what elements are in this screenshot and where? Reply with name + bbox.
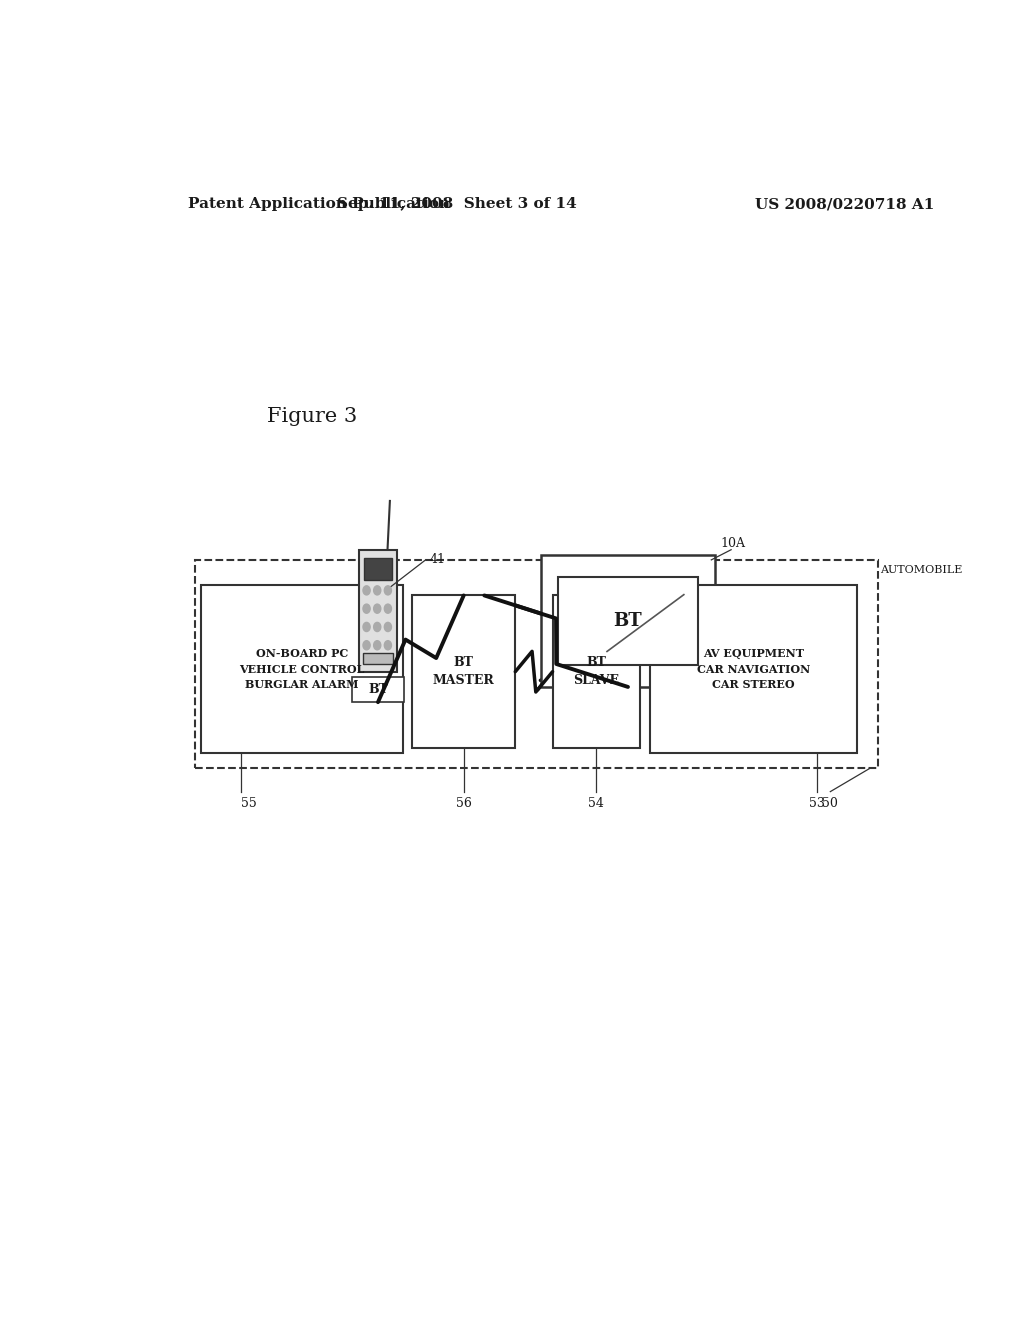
Text: 41: 41	[430, 553, 445, 566]
Bar	[558, 577, 697, 664]
Circle shape	[384, 605, 391, 614]
Text: BT: BT	[613, 612, 642, 630]
Bar	[412, 595, 515, 748]
Text: 56: 56	[456, 797, 472, 809]
Bar	[196, 560, 878, 768]
Circle shape	[384, 586, 391, 595]
Text: AV EQUIPMENT
CAR NAVIGATION
CAR STEREO: AV EQUIPMENT CAR NAVIGATION CAR STEREO	[696, 648, 810, 690]
Text: BT: BT	[368, 682, 388, 696]
Text: 53: 53	[809, 797, 824, 809]
Text: 55: 55	[241, 797, 256, 809]
Bar	[359, 549, 397, 672]
Text: Sep. 11, 2008  Sheet 3 of 14: Sep. 11, 2008 Sheet 3 of 14	[338, 197, 578, 211]
Text: BT
MASTER: BT MASTER	[433, 656, 495, 688]
Bar	[541, 554, 715, 686]
Text: BT
SLAVE: BT SLAVE	[573, 656, 620, 688]
Bar	[365, 558, 392, 581]
Bar	[650, 585, 856, 752]
Circle shape	[384, 640, 391, 649]
Text: Figure 3: Figure 3	[267, 408, 357, 426]
Bar	[201, 585, 403, 752]
Circle shape	[362, 586, 370, 595]
Circle shape	[362, 623, 370, 631]
Text: US 2008/0220718 A1: US 2008/0220718 A1	[755, 197, 934, 211]
Circle shape	[384, 623, 391, 631]
Text: 10A: 10A	[721, 537, 745, 549]
Text: 50: 50	[822, 797, 839, 809]
Text: 54: 54	[588, 797, 604, 809]
Bar	[352, 677, 403, 702]
Circle shape	[374, 640, 381, 649]
Circle shape	[374, 623, 381, 631]
Circle shape	[362, 605, 370, 614]
Bar	[362, 653, 393, 664]
Bar	[553, 595, 640, 748]
Text: Patent Application Publication: Patent Application Publication	[187, 197, 450, 211]
Circle shape	[374, 605, 381, 614]
Circle shape	[362, 640, 370, 649]
Text: ON-BOARD PC
VEHICLE CONTROL
BURGLAR ALARM: ON-BOARD PC VEHICLE CONTROL BURGLAR ALAR…	[240, 648, 365, 690]
Text: AUTOMOBILE: AUTOMOBILE	[881, 565, 963, 576]
Circle shape	[374, 586, 381, 595]
